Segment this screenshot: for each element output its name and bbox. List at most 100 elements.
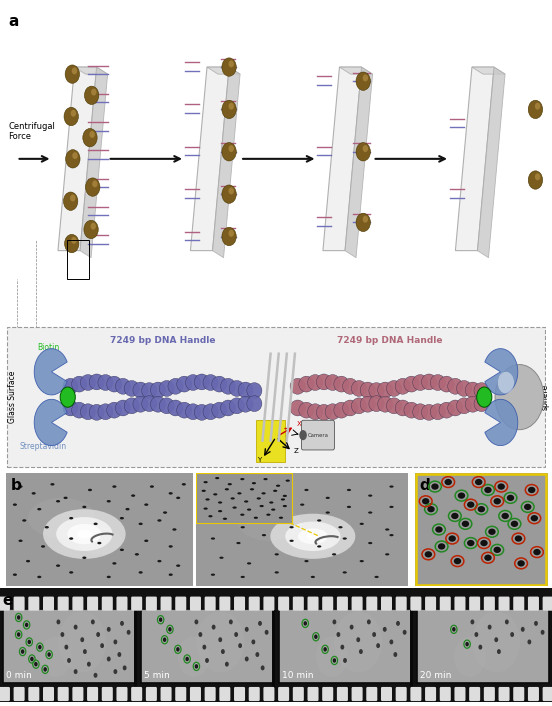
- Circle shape: [47, 652, 51, 657]
- Circle shape: [357, 638, 360, 642]
- Circle shape: [18, 485, 23, 488]
- Circle shape: [34, 662, 38, 666]
- Circle shape: [389, 505, 394, 508]
- FancyBboxPatch shape: [528, 597, 539, 611]
- Circle shape: [262, 492, 266, 494]
- Circle shape: [316, 636, 348, 677]
- Circle shape: [204, 481, 208, 484]
- Polygon shape: [207, 67, 240, 74]
- Ellipse shape: [465, 396, 480, 412]
- Polygon shape: [472, 67, 505, 74]
- Circle shape: [199, 632, 202, 637]
- Circle shape: [213, 493, 217, 496]
- Circle shape: [368, 494, 373, 497]
- Circle shape: [333, 658, 336, 663]
- FancyBboxPatch shape: [410, 687, 421, 701]
- FancyBboxPatch shape: [454, 687, 465, 701]
- Circle shape: [229, 230, 234, 237]
- Circle shape: [93, 522, 98, 525]
- Circle shape: [424, 551, 432, 558]
- Circle shape: [157, 519, 162, 522]
- Circle shape: [123, 665, 126, 671]
- Circle shape: [535, 103, 540, 109]
- Circle shape: [323, 647, 327, 652]
- Ellipse shape: [194, 405, 209, 420]
- Circle shape: [367, 619, 371, 624]
- Circle shape: [100, 643, 104, 648]
- Circle shape: [67, 524, 101, 544]
- Circle shape: [74, 625, 77, 630]
- FancyBboxPatch shape: [307, 687, 319, 701]
- Circle shape: [390, 640, 394, 645]
- FancyBboxPatch shape: [337, 687, 348, 701]
- Circle shape: [37, 575, 41, 578]
- FancyBboxPatch shape: [543, 597, 552, 611]
- Circle shape: [343, 571, 347, 573]
- FancyBboxPatch shape: [278, 687, 289, 701]
- Circle shape: [107, 627, 111, 632]
- Circle shape: [266, 513, 270, 516]
- Circle shape: [168, 492, 173, 495]
- Circle shape: [86, 178, 100, 196]
- Wedge shape: [485, 349, 518, 395]
- Circle shape: [337, 632, 340, 637]
- Circle shape: [56, 564, 60, 567]
- Ellipse shape: [343, 378, 358, 394]
- Ellipse shape: [307, 375, 323, 390]
- Circle shape: [69, 537, 73, 540]
- Circle shape: [528, 640, 532, 645]
- Ellipse shape: [168, 378, 183, 394]
- Circle shape: [473, 611, 520, 672]
- Circle shape: [389, 486, 394, 488]
- Circle shape: [60, 387, 75, 407]
- Circle shape: [91, 619, 95, 624]
- Circle shape: [533, 549, 541, 555]
- Ellipse shape: [360, 382, 375, 398]
- Circle shape: [178, 636, 210, 677]
- Wedge shape: [34, 349, 67, 395]
- Circle shape: [262, 520, 266, 522]
- Ellipse shape: [247, 395, 262, 412]
- Wedge shape: [34, 400, 67, 445]
- FancyBboxPatch shape: [322, 687, 333, 701]
- Circle shape: [475, 632, 478, 637]
- Ellipse shape: [142, 383, 157, 399]
- Circle shape: [241, 526, 245, 528]
- Ellipse shape: [212, 376, 227, 392]
- Circle shape: [211, 537, 215, 539]
- Text: Camera: Camera: [307, 433, 328, 438]
- Ellipse shape: [203, 375, 218, 390]
- FancyBboxPatch shape: [367, 597, 378, 611]
- Circle shape: [71, 110, 76, 116]
- Circle shape: [458, 493, 465, 498]
- FancyBboxPatch shape: [0, 597, 10, 611]
- Bar: [417, 609, 549, 683]
- Circle shape: [232, 492, 236, 494]
- Circle shape: [454, 636, 486, 677]
- Text: X: X: [296, 421, 301, 427]
- Circle shape: [41, 545, 45, 548]
- Circle shape: [83, 649, 87, 654]
- Circle shape: [283, 495, 287, 497]
- Circle shape: [157, 560, 162, 563]
- FancyBboxPatch shape: [381, 597, 392, 611]
- Circle shape: [383, 627, 387, 632]
- FancyBboxPatch shape: [116, 687, 128, 701]
- Text: 7249 bp DNA Handle: 7249 bp DNA Handle: [110, 335, 215, 345]
- Text: 0 min: 0 min: [6, 671, 31, 680]
- Ellipse shape: [413, 404, 428, 419]
- Circle shape: [208, 515, 213, 517]
- Ellipse shape: [151, 382, 166, 398]
- Circle shape: [17, 615, 20, 620]
- Circle shape: [225, 662, 229, 666]
- Circle shape: [237, 492, 242, 494]
- Circle shape: [299, 430, 307, 440]
- Circle shape: [219, 556, 224, 559]
- Ellipse shape: [124, 398, 139, 414]
- FancyBboxPatch shape: [440, 597, 451, 611]
- Circle shape: [281, 498, 285, 501]
- FancyBboxPatch shape: [234, 597, 245, 611]
- FancyBboxPatch shape: [14, 597, 25, 611]
- FancyBboxPatch shape: [425, 687, 436, 701]
- Text: d: d: [419, 477, 430, 493]
